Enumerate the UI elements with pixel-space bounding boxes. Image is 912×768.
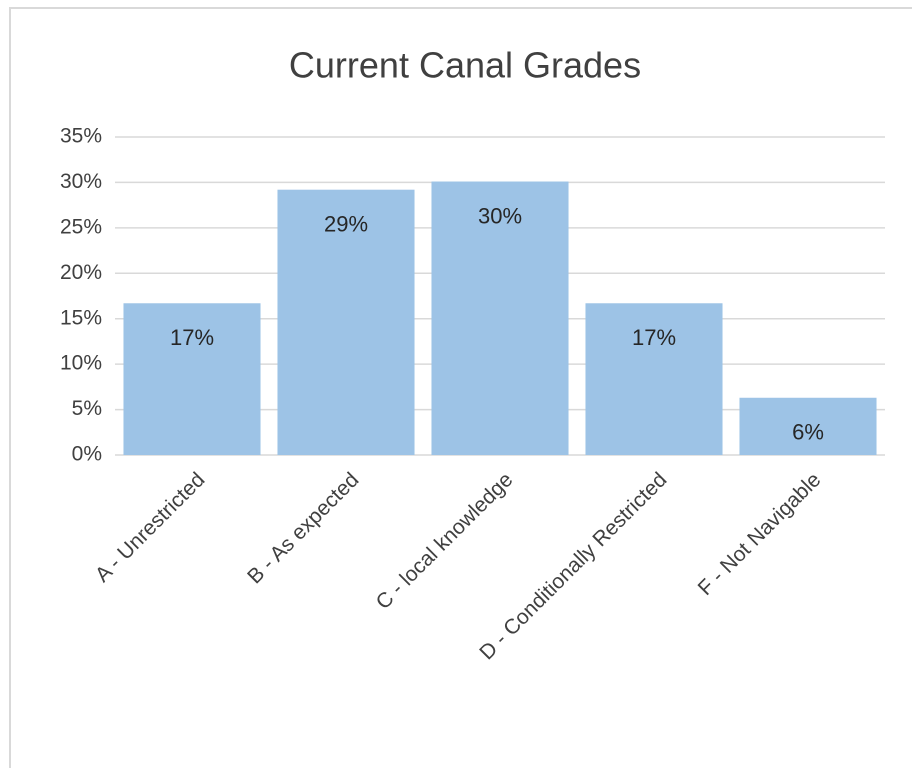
y-tick-label: 30% (60, 170, 102, 193)
y-tick-label: 0% (72, 443, 102, 466)
y-tick-label: 35% (60, 125, 102, 148)
value-label: 17% (170, 325, 214, 350)
bar (739, 397, 877, 455)
chart-title: Current Canal Grades (289, 45, 641, 86)
y-tick-label: 10% (60, 352, 102, 375)
value-label: 17% (632, 325, 676, 350)
value-label: 29% (324, 212, 368, 237)
y-tick-label: 5% (72, 397, 102, 420)
y-tick-label: 25% (60, 215, 102, 238)
value-label: 30% (478, 203, 522, 228)
value-label: 6% (792, 420, 824, 445)
y-tick-label: 15% (60, 306, 102, 329)
bar (277, 189, 415, 455)
bar (123, 303, 261, 455)
bar (585, 303, 723, 455)
y-tick-label: 20% (60, 261, 102, 284)
bar (431, 181, 569, 455)
